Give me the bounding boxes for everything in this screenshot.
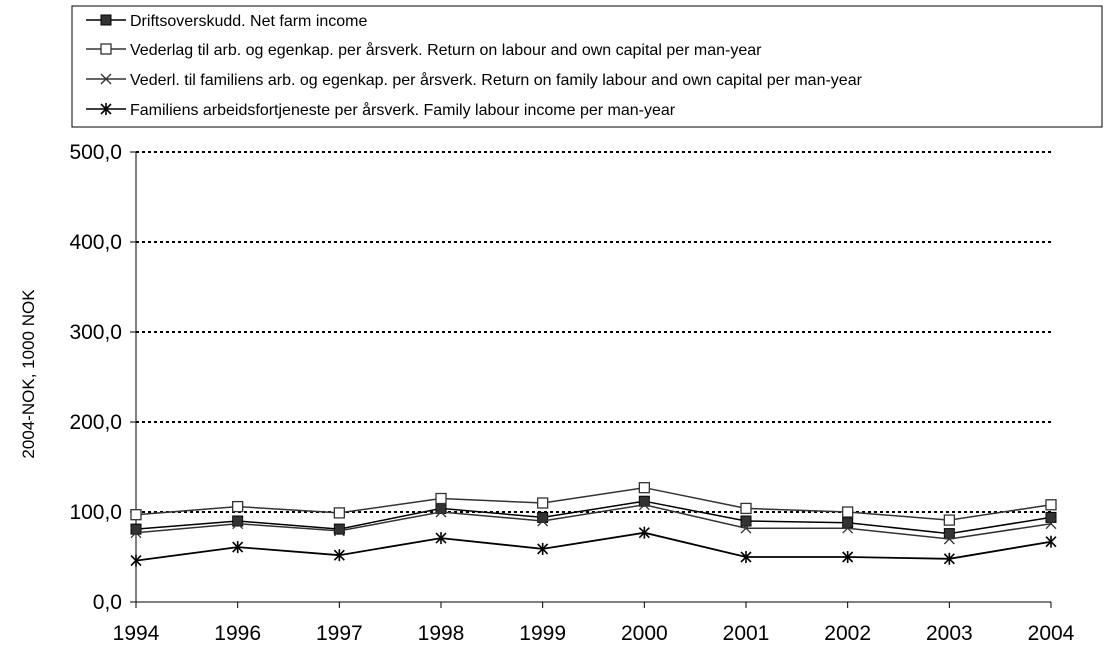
marker-open-square (333, 507, 345, 519)
marker-star (1045, 535, 1057, 548)
marker-x-stroke (537, 515, 549, 527)
legend-item: Driftsoverskudd. Net farm income (86, 13, 368, 30)
marker-x-stroke (232, 518, 244, 530)
y-tick-label: 200,0 (69, 411, 122, 434)
marker-open-square (943, 514, 955, 526)
marker-filled-square (537, 511, 549, 523)
x-tick-label: 1999 (519, 622, 566, 645)
marker-filled-square (740, 515, 752, 527)
series (130, 482, 1057, 526)
marker-star (435, 532, 447, 545)
marker-star (537, 542, 549, 555)
marker-x (943, 533, 955, 545)
marker-filled-square (333, 523, 345, 535)
y-axis-title: 2004-NOK, 1000 NOK (19, 289, 38, 459)
legend-item: Vederlag til arb. og egenkap. per årsver… (86, 41, 762, 59)
marker-x (435, 506, 447, 518)
marker-open-square (130, 509, 142, 521)
marker-x (537, 515, 549, 527)
marker-open-square (842, 506, 854, 518)
marker-filled-square (100, 14, 112, 26)
marker-open-square (740, 502, 752, 515)
y-tick-label: 100,0 (69, 501, 122, 524)
legend-label: Vederl. til familiens arb. og egenkap. p… (130, 71, 863, 89)
x-tick-label: 2003 (926, 622, 973, 645)
series-line (135, 531, 1052, 562)
marker-open-square (638, 482, 650, 494)
marker-x (232, 518, 244, 530)
series-line (135, 500, 1052, 535)
marker-x (740, 522, 752, 534)
y-tick-labels: 0,0 100,0 200,0 300,0 400,0 500,0 (69, 141, 122, 614)
marker-star (943, 552, 955, 565)
marker-filled-square (943, 528, 955, 540)
x-tick-label: 1998 (418, 622, 465, 645)
x-tick-label: 1997 (316, 622, 363, 645)
series-layer (130, 482, 1057, 567)
x-tick-label: 2002 (824, 622, 871, 645)
marker-x (842, 522, 854, 534)
marker-filled-square (232, 515, 244, 527)
marker-x (333, 525, 345, 537)
marker-filled-square (130, 523, 142, 535)
marker-filled-square (1045, 511, 1057, 523)
y-tick-label: 500,0 (69, 141, 122, 164)
legend-label: Driftsoverskudd. Net farm income (130, 13, 368, 30)
marker-open-square (537, 497, 549, 509)
x-tick-label: 1994 (113, 622, 160, 645)
marker-filled-square (842, 517, 854, 529)
legend-label: Vederlag til arb. og egenkap. per årsver… (130, 41, 762, 59)
marker-x (638, 499, 650, 511)
legend: Driftsoverskudd. Net farm income Vederlag… (71, 5, 1103, 128)
x-tick-label: 1996 (214, 622, 261, 645)
legend-items: Driftsoverskudd. Net farm income Vederlag… (86, 13, 863, 119)
marker-x-stroke (130, 527, 142, 539)
series (130, 495, 1057, 540)
x-tick-label: 2001 (723, 622, 770, 645)
marker-star (842, 551, 854, 563)
y-tick-label: 400,0 (69, 231, 122, 254)
marker-star (638, 526, 650, 539)
legend-box (71, 5, 1103, 128)
marker-x-stroke (943, 533, 955, 545)
marker-star (130, 554, 142, 567)
series (130, 526, 1057, 567)
marker-open-square (1045, 499, 1057, 511)
marker-x-stroke (333, 525, 345, 537)
series-line (135, 486, 1052, 521)
x-tick-label: 2000 (621, 622, 668, 645)
marker-star (333, 549, 345, 562)
marker-x (1045, 518, 1057, 530)
marker-open-square (232, 500, 244, 513)
gridlines (136, 151, 1051, 513)
legend-item: Familiens arbeidsfortjeneste per årsverk… (86, 101, 676, 119)
marker-x-stroke (435, 506, 447, 518)
marker-x-stroke (100, 73, 112, 85)
series-line (135, 504, 1052, 540)
marker-x-stroke (842, 522, 854, 534)
marker-x-stroke (1045, 518, 1057, 530)
marker-star (740, 551, 752, 563)
marker-star (232, 541, 244, 554)
series (130, 499, 1057, 545)
marker-x (100, 73, 112, 85)
marker-x (130, 527, 142, 539)
marker-open-square (100, 43, 112, 55)
marker-filled-square (638, 495, 650, 507)
legend-label: Familiens arbeidsfortjeneste per årsverk… (130, 101, 676, 119)
legend-item: Vederl. til familiens arb. og egenkap. p… (86, 71, 863, 89)
x-tick-labels: 1994 1996 1997 1998 1999 2000 2001 2002 2003 2004 (113, 622, 1075, 645)
marker-x-stroke (740, 522, 752, 534)
y-tick-label: 300,0 (69, 321, 122, 344)
marker-open-square (435, 492, 447, 505)
x-tick-label: 2004 (1028, 622, 1075, 645)
y-tick-label: 0,0 (93, 591, 122, 614)
marker-star (100, 103, 112, 115)
marker-x-stroke (638, 499, 650, 511)
